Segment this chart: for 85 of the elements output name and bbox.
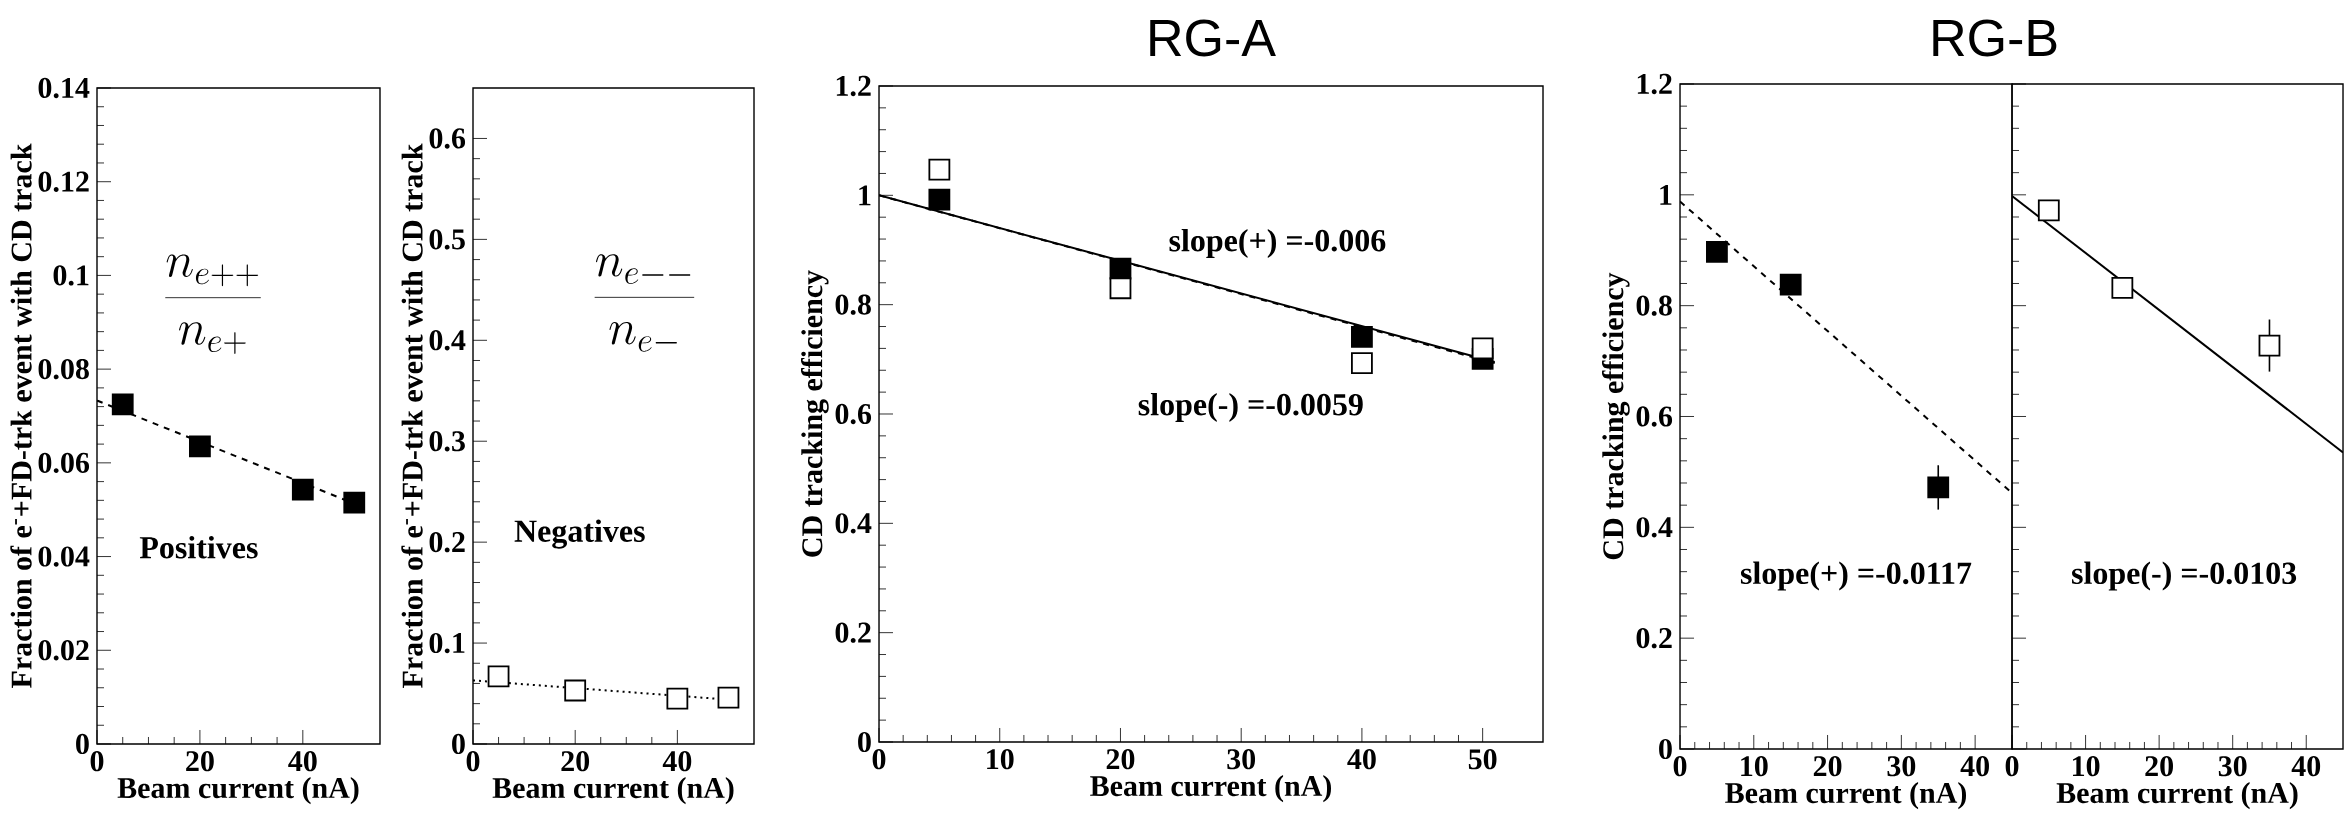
y-axis-title: Fraction of e$^{-}$+FD-trk event with CD track: [401, 143, 423, 689]
y-tick-label: 0.3: [429, 431, 465, 452]
y-axis-title: CD tracking efficiency: [800, 270, 829, 557]
annotation: slope(+) =-0.0117: [1740, 561, 1972, 591]
y-tick-label: 0.6: [429, 128, 466, 149]
point: [343, 491, 366, 514]
point: [487, 665, 510, 688]
x-tick-label: 40: [2291, 756, 2321, 777]
x-tick-label: 10: [1741, 756, 1768, 777]
x-tick-label: 40: [662, 751, 692, 772]
y-tick-label: 0.4: [429, 330, 466, 351]
point: [1471, 337, 1494, 360]
y-tick-label: 0.6: [1636, 406, 1673, 427]
x-axis-title: Beam current (nA): [1090, 775, 1332, 803]
point: [564, 679, 587, 702]
y-tick-label: 0.06: [38, 452, 90, 474]
x-tick-label: 30: [1227, 749, 1256, 770]
point: [666, 687, 689, 710]
x-tick-label: 30: [2218, 756, 2247, 777]
point: [1109, 277, 1132, 300]
point: [111, 393, 134, 416]
x-tick-label: 0: [1673, 756, 1687, 777]
x-tick-label: 20: [561, 751, 590, 772]
x-tick-label: 0: [872, 749, 886, 770]
y-tick-label: 0.04: [38, 546, 90, 567]
annotation: $\frac{n_{e++}}{n_{e+}}$: [165, 254, 261, 354]
y-tick-label: 0.02: [38, 640, 89, 661]
point: [928, 158, 951, 181]
y-tick-label: 0.4: [1636, 517, 1673, 538]
point: [1706, 241, 1728, 263]
x-axis-title: Beam current (nA): [492, 777, 734, 805]
point: [291, 478, 314, 501]
y-tick-label: 0.6: [835, 403, 872, 425]
x-axis-title: Beam current (nA): [2056, 782, 2298, 810]
annotation: Negatives: [514, 519, 645, 549]
x-tick-label: 20: [1813, 756, 1842, 777]
y-axis-title: Fraction of e$^{-}$+FD-trk event with CD track: [10, 143, 32, 689]
y-tick-label: 1: [859, 185, 871, 206]
y-tick-label: 0.14: [38, 77, 90, 99]
y-tick-label: 0.08: [38, 359, 89, 380]
point: [1927, 476, 1950, 499]
chart-title: RG-B: [1933, 19, 2057, 57]
x-tick-label: 20: [2145, 756, 2173, 777]
y-tick-label: 0: [858, 731, 871, 753]
y-tick-label: 0.2: [1636, 628, 1672, 649]
annotation: Positives: [139, 535, 258, 559]
x-tick-label: 0: [90, 751, 104, 772]
chart-title: RG-A: [1150, 19, 1276, 57]
y-tick-label: 0.8: [1636, 295, 1672, 316]
point: [1351, 326, 1373, 348]
y-tick-label: 0: [452, 733, 465, 755]
y-tick-label: 0.4: [835, 513, 872, 534]
annotation: slope(-) =-0.0059: [1138, 392, 1363, 422]
x-tick-label: 20: [186, 751, 214, 772]
x-tick-label: 40: [288, 751, 317, 772]
point: [189, 435, 211, 458]
annotation: $\frac{n_{e--}}{n_{e-}}$: [594, 254, 695, 352]
y-tick-label: 0.12: [38, 171, 89, 192]
point: [928, 188, 951, 211]
x-tick-label: 10: [2073, 756, 2100, 777]
y-tick-label: 1: [1660, 184, 1672, 205]
y-tick-label: 0.1: [429, 632, 465, 654]
x-tick-label: 0: [2005, 756, 2019, 777]
x-tick-label: 30: [1887, 756, 1916, 777]
x-tick-label: 0: [466, 751, 480, 772]
y-tick-label: 1.2: [836, 75, 871, 97]
y-tick-label: 0.8: [835, 294, 871, 315]
annotation: slope(-) =-0.0103: [2072, 561, 2297, 591]
y-tick-label: 0.2: [429, 532, 465, 553]
y-tick-label: 0.2: [835, 622, 871, 643]
x-tick-label: 40: [1960, 756, 1989, 777]
point: [1779, 273, 1802, 296]
annotation: slope(+) =-0.006: [1169, 228, 1386, 258]
x-tick-label: 40: [1347, 749, 1376, 770]
x-tick-label: 50: [1468, 749, 1497, 770]
y-tick-label: 0.5: [429, 229, 465, 250]
y-axis-title: CD tracking efficiency: [1601, 272, 1630, 560]
y-tick-label: 0.1: [53, 265, 89, 286]
point: [717, 686, 740, 709]
y-tick-label: 1.2: [1637, 73, 1672, 95]
y-tick-label: 0: [76, 733, 89, 755]
x-tick-label: 10: [987, 749, 1014, 770]
x-axis-title: Beam current (nA): [1725, 782, 1967, 810]
x-tick-label: 20: [1106, 749, 1135, 770]
x-axis-title: Beam current (nA): [117, 777, 359, 805]
